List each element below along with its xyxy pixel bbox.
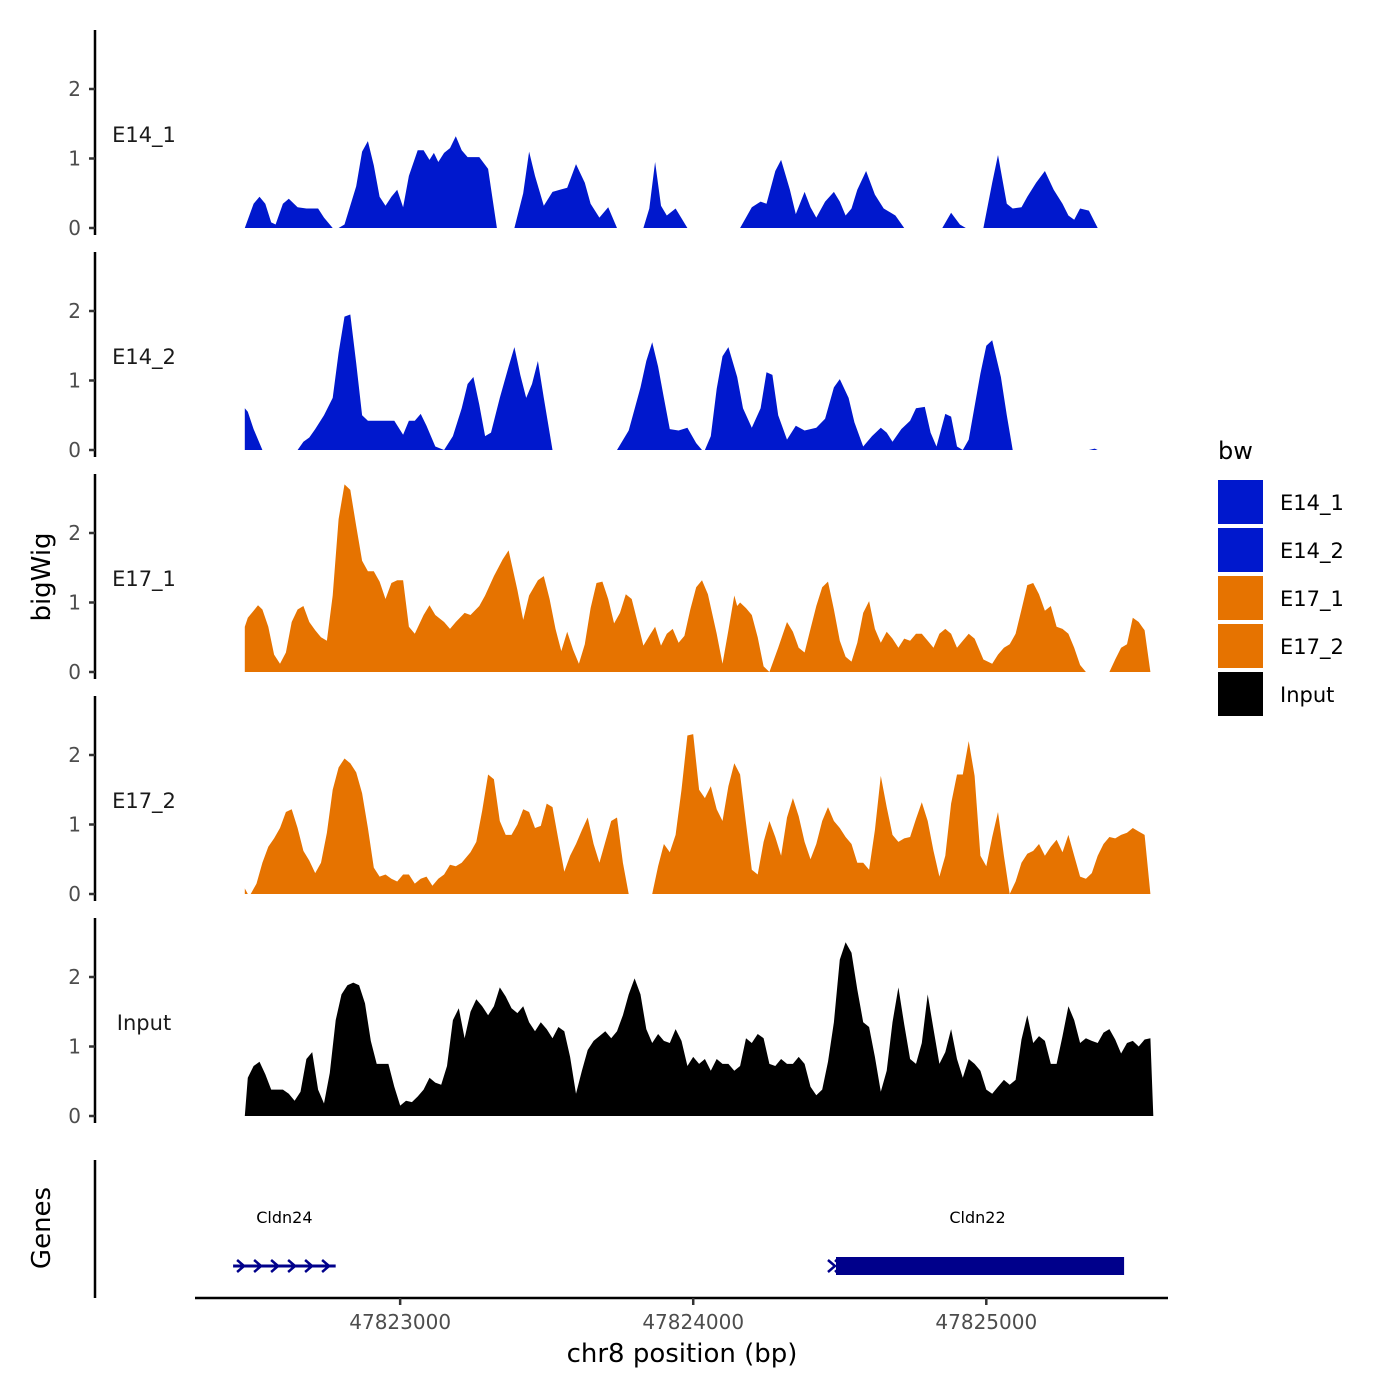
- y-tick-label: 0: [68, 660, 81, 684]
- track-Input: 0 1 2 Input: [68, 918, 1154, 1128]
- legend-item: E17_1: [1218, 576, 1344, 620]
- legend-item: E17_2: [1218, 624, 1344, 668]
- signal-area: [244, 484, 770, 672]
- gene-label: Cldn22: [949, 1208, 1005, 1227]
- track-label: E14_2: [112, 345, 176, 370]
- y-tick-label: 2: [68, 965, 81, 989]
- gene-label: Cldn24: [256, 1208, 312, 1227]
- legend-label: Input: [1280, 683, 1334, 707]
- legend-label: E17_2: [1280, 635, 1344, 660]
- signal-area: [769, 581, 1086, 672]
- y-axis-title: bigWig: [27, 532, 57, 621]
- genes-panel: Cldn24 Cldn22: [93, 1160, 1125, 1298]
- signal-area: [652, 734, 1010, 894]
- signal-area: [942, 212, 966, 228]
- strand-arrow: [834, 1259, 844, 1273]
- signal-area: [297, 314, 445, 450]
- track-label: E17_2: [112, 789, 176, 814]
- y-tick-label: 1: [68, 591, 81, 615]
- legend-swatch: [1218, 528, 1263, 572]
- y-tick-label: 2: [68, 299, 81, 323]
- strand-arrow: [304, 1259, 315, 1273]
- gene-Cldn22: Cldn22: [827, 1208, 1125, 1275]
- legend-swatch: [1218, 480, 1263, 524]
- y-tick-label: 0: [68, 882, 81, 906]
- signal-area: [514, 151, 617, 228]
- y-tick-label: 2: [68, 77, 81, 101]
- signal-area: [617, 342, 702, 450]
- signal-area: [962, 340, 1013, 450]
- genes-axis-title: Genes: [27, 1187, 57, 1269]
- legend-swatch: [1218, 624, 1263, 668]
- legend-item: E14_1: [1218, 480, 1344, 524]
- y-tick-label: 2: [68, 521, 81, 545]
- legend-swatch: [1218, 672, 1263, 716]
- legend-title: bw: [1218, 437, 1253, 465]
- track-E14_1: 0 1 2 E14_1: [68, 30, 1098, 240]
- track-label: E17_1: [112, 567, 176, 592]
- signal-area: [1109, 617, 1151, 672]
- signal-area: [244, 408, 263, 450]
- signal-area: [244, 196, 333, 228]
- gene-Cldn24: Cldn24: [233, 1208, 336, 1273]
- legend-item: Input: [1218, 672, 1334, 716]
- strand-arrow: [321, 1259, 332, 1273]
- strand-arrow: [287, 1259, 298, 1273]
- signal-area: [704, 347, 963, 450]
- track-E14_2: 0 1 2 E14_2: [68, 252, 1098, 462]
- x-tick-label: 47825000: [935, 1310, 1037, 1334]
- signal-area: [643, 162, 688, 228]
- signal-area: [1009, 828, 1151, 894]
- y-tick-label: 0: [68, 438, 81, 462]
- y-tick-label: 1: [68, 147, 81, 171]
- gene-body: [836, 1257, 1125, 1275]
- signal-area: [244, 888, 248, 894]
- y-tick-label: 0: [68, 216, 81, 240]
- track-E17_1: 0 1 2 E17_1: [68, 474, 1151, 684]
- legend: bw E14_1 E14_2 E17_1 E17_2 Input: [1218, 437, 1344, 716]
- x-tick-label: 47824000: [642, 1310, 744, 1334]
- track-panels: 0 1 2 E14_1 0 1 2 E14_2 0 1 2 E17_1 0 1 2 E17_2 0 1 2 Input: [68, 30, 1154, 1128]
- signal-area: [444, 347, 553, 450]
- y-tick-label: 2: [68, 743, 81, 767]
- signal-area: [244, 942, 1154, 1116]
- signal-area: [250, 758, 629, 894]
- legend-label: E14_2: [1280, 539, 1344, 564]
- legend-item: E14_2: [1218, 528, 1344, 572]
- strand-arrow: [270, 1259, 281, 1273]
- y-tick-label: 1: [68, 813, 81, 837]
- signal-area: [338, 136, 497, 228]
- y-tick-label: 1: [68, 369, 81, 393]
- y-tick-label: 1: [68, 1035, 81, 1059]
- legend-label: E14_1: [1280, 491, 1344, 516]
- track-label: Input: [117, 1011, 171, 1035]
- x-axis-title: chr8 position (bp): [567, 1339, 798, 1369]
- signal-area: [983, 155, 1098, 228]
- track-E17_2: 0 1 2 E17_2: [68, 696, 1151, 906]
- signal-area: [1088, 448, 1098, 450]
- x-axis: 47823000 47824000 47825000: [195, 1296, 1168, 1334]
- x-tick-label: 47823000: [349, 1310, 451, 1334]
- legend-label: E17_1: [1280, 587, 1344, 612]
- track-label: E14_1: [112, 123, 176, 148]
- signal-area: [740, 159, 905, 228]
- strand-arrow: [827, 1259, 837, 1273]
- legend-swatch: [1218, 576, 1263, 620]
- y-tick-label: 0: [68, 1104, 81, 1128]
- strand-arrow: [236, 1259, 247, 1273]
- strand-arrow: [253, 1259, 264, 1273]
